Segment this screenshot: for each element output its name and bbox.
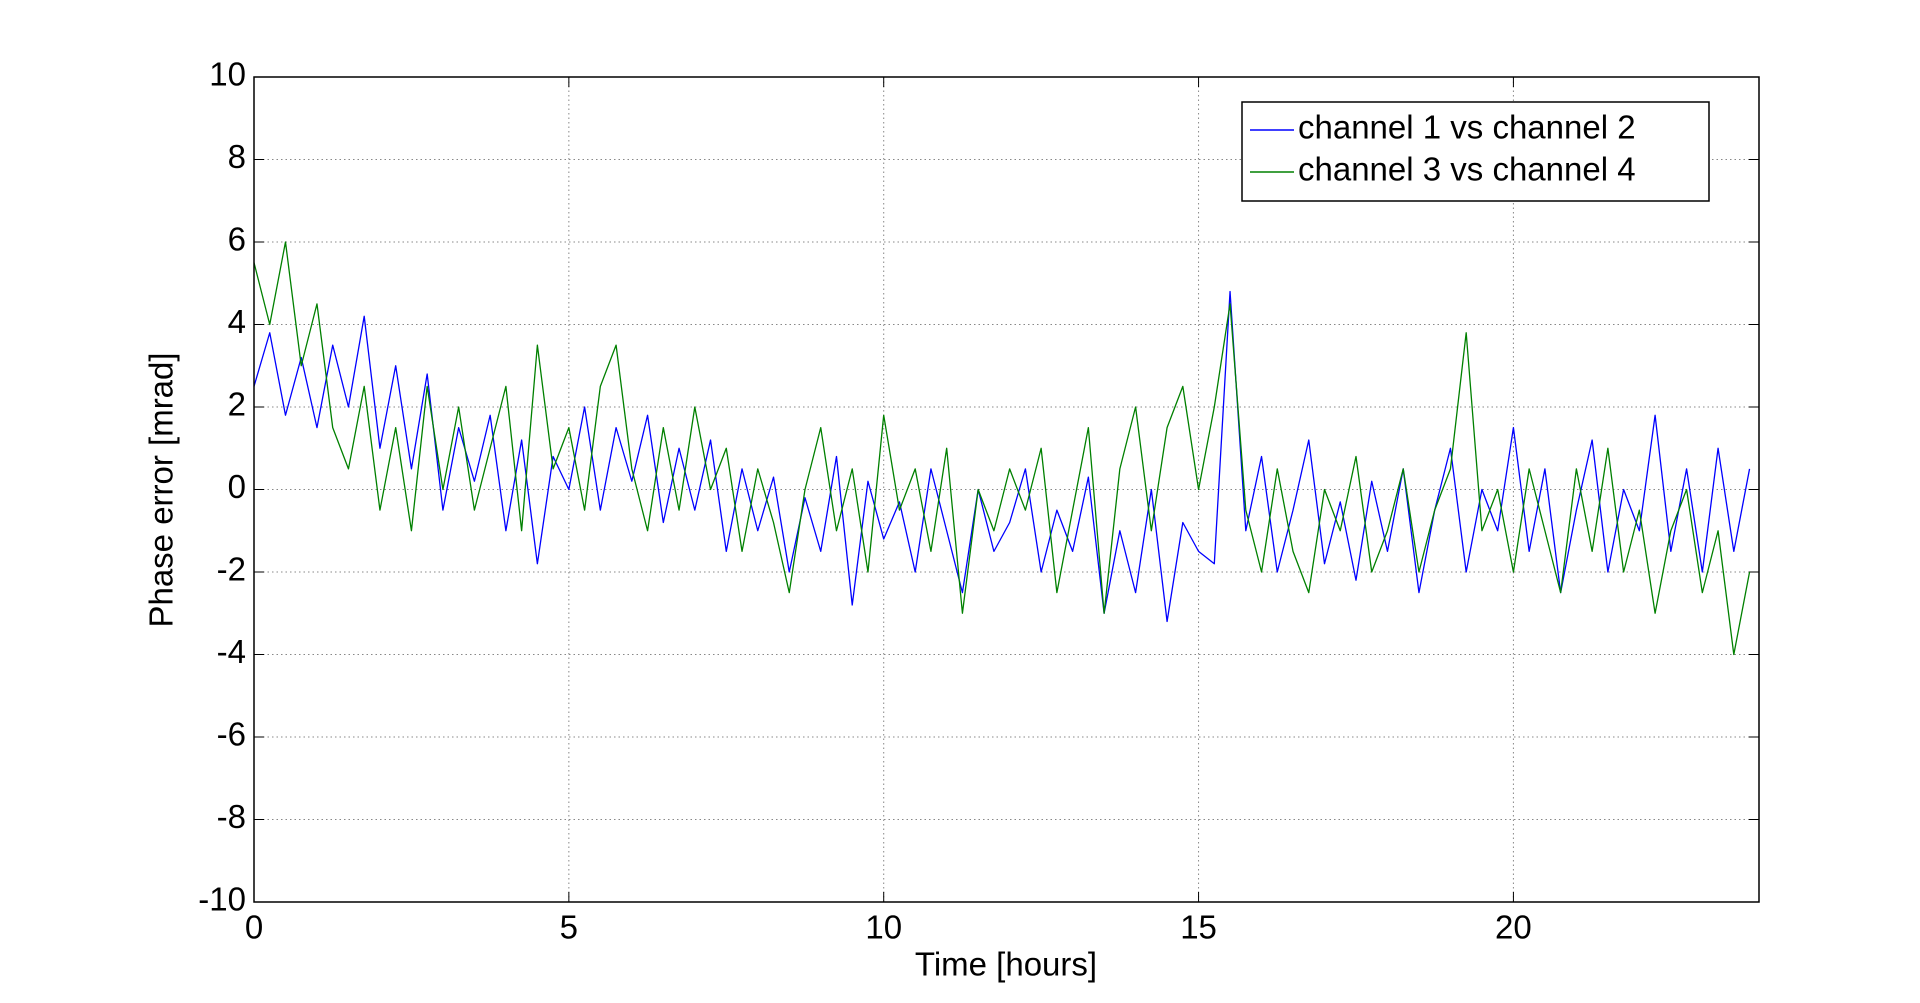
y-tick-label: 6	[228, 221, 246, 258]
legend-label: channel 3 vs channel 4	[1298, 151, 1636, 188]
y-tick-label: -2	[217, 551, 246, 588]
legend-box	[1241, 101, 1710, 202]
x-tick-label: 0	[245, 909, 263, 946]
y-tick-label: 0	[228, 468, 246, 505]
data-line	[253, 241, 1751, 656]
x-tick-label: 10	[865, 909, 902, 946]
x-tick-label: 20	[1495, 909, 1532, 946]
y-tick-label: 10	[209, 56, 246, 93]
x-axis-label: Time [hours]	[915, 946, 1097, 983]
y-tick-label: 8	[228, 138, 246, 175]
y-tick-label: 4	[228, 303, 246, 340]
y-tick-label: -10	[198, 881, 246, 918]
y-tick-label: 2	[228, 386, 246, 423]
y-axis-label: Phase error [mrad]	[143, 352, 180, 627]
x-tick-label: 5	[560, 909, 578, 946]
x-tick-label: 15	[1180, 909, 1217, 946]
legend-label: channel 1 vs channel 2	[1298, 109, 1636, 146]
plot-frame	[253, 76, 1760, 903]
y-tick-label: -4	[217, 633, 246, 670]
y-tick-label: -6	[217, 716, 246, 753]
data-line	[253, 290, 1751, 623]
y-tick-label: -8	[217, 798, 246, 835]
